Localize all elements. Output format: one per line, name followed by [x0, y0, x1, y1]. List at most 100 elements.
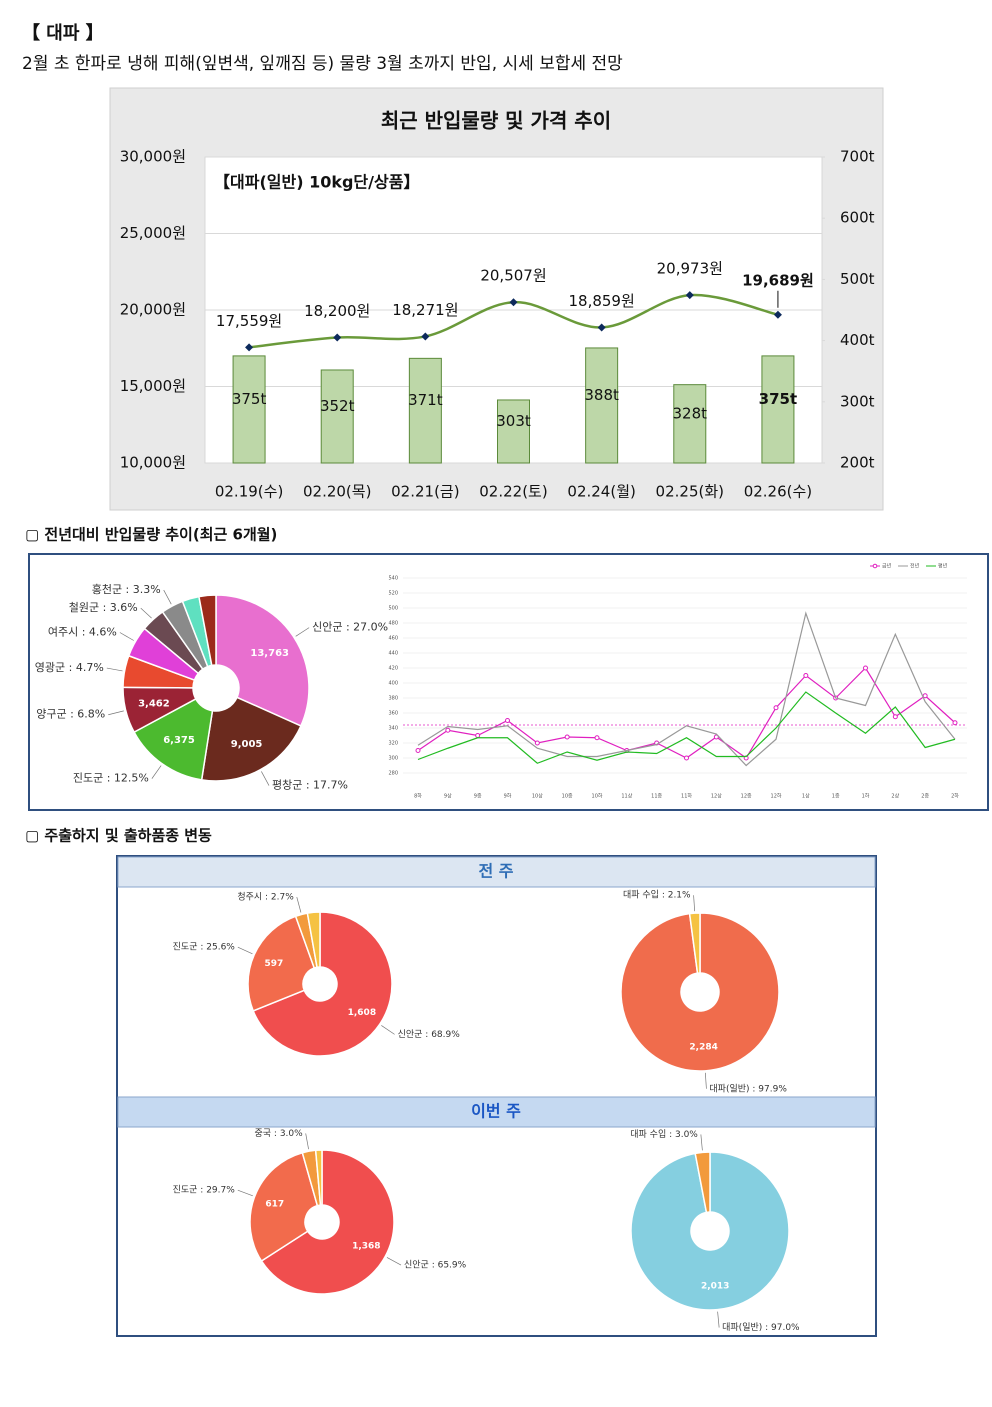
- slice-label: 신안군 : 27.0%: [312, 621, 388, 634]
- point-marker: [713, 734, 719, 740]
- y-tick-label: 10,000원: [120, 454, 186, 472]
- label-leader: [163, 589, 172, 605]
- point-marker: [952, 720, 958, 726]
- bar: [673, 384, 707, 464]
- bar-label: 388t: [584, 386, 619, 404]
- point-marker: [534, 740, 540, 746]
- slice-count: 1,368: [352, 1242, 380, 1252]
- y2-tick-label: 600t: [840, 209, 875, 227]
- x-tick-label: 11상: [621, 793, 632, 800]
- point-label: 18,200원: [304, 302, 370, 320]
- pie-slice: [198, 594, 217, 667]
- slice-label: 진도군 : 25.6%: [173, 942, 236, 953]
- y2-tick-label: 300t: [840, 392, 875, 410]
- x-tick-label: 02.26(수): [744, 483, 812, 501]
- x-tick-label: 02.22(토): [479, 483, 547, 501]
- x-tick-label: 2상: [891, 793, 899, 800]
- slice-label: 대파 수입 : 2.1%: [623, 889, 691, 901]
- pie-slice: [252, 911, 393, 1057]
- x-tick-label: 9중: [474, 794, 482, 800]
- panel-title: 이번 주: [471, 1102, 521, 1121]
- point-label: 20,507원: [480, 267, 546, 285]
- point-marker: [773, 705, 779, 711]
- slice-count: 2,013: [701, 1281, 729, 1291]
- y-tick-label: 300: [388, 756, 398, 762]
- x-tick-label: 02.19(수): [215, 483, 283, 501]
- pie-slice: [215, 594, 310, 727]
- y2-tick-label: 700t: [840, 148, 875, 166]
- label-leader: [140, 607, 152, 619]
- y-tick-label: 280: [388, 771, 398, 777]
- point-marker: [245, 343, 254, 352]
- x-tick-label: 02.24(월): [567, 483, 635, 501]
- slice-label: 영광군 : 4.7%: [35, 661, 104, 674]
- slice-label: 대파(일반) : 97.9%: [709, 1083, 787, 1094]
- section-heading: ▢ 전년대비 반입물량 추이(최근 6개월): [25, 526, 277, 544]
- point-marker: [892, 714, 898, 720]
- legend-marker: [872, 563, 878, 569]
- y-tick-label: 320: [388, 741, 398, 747]
- bar-label: 371t: [408, 391, 443, 409]
- pie-slice: [688, 912, 701, 975]
- point-marker: [415, 748, 421, 753]
- y-tick-label: 520: [388, 591, 398, 597]
- point-label: 18,859원: [568, 292, 634, 310]
- bar: [320, 369, 354, 464]
- y2-tick-label: 500t: [840, 270, 875, 288]
- x-tick-label: 02.25(화): [656, 483, 724, 501]
- point-label: 17,559원: [216, 312, 282, 330]
- label-leader: [296, 896, 302, 913]
- pie-slice: [314, 1149, 323, 1206]
- y2-tick-label: 400t: [840, 331, 875, 349]
- x-tick-label: 10중: [562, 794, 573, 800]
- x-tick-label: 12하: [771, 793, 782, 800]
- slice-count: 617: [265, 1200, 284, 1210]
- slice-count: 2,284: [689, 1042, 717, 1052]
- legend-label: 평년: [938, 563, 948, 570]
- x-tick-label: 02.20(목): [303, 483, 371, 501]
- point-marker: [773, 310, 782, 319]
- y-tick-label: 480: [388, 621, 398, 627]
- y-tick-label: 540: [388, 576, 398, 582]
- legend-label: 전년: [910, 563, 920, 570]
- slice-label: 평창군 : 17.7%: [272, 779, 348, 792]
- slice-label: 청주시 : 2.7%: [237, 892, 294, 903]
- pie-slice: [247, 915, 316, 1012]
- point-marker: [684, 755, 689, 761]
- point-marker: [564, 734, 570, 740]
- y-tick-label: 380: [388, 696, 398, 702]
- slice-count: 597: [265, 959, 284, 969]
- slice-count: 9,005: [231, 739, 263, 750]
- label-leader: [237, 1189, 253, 1197]
- point-marker: [505, 718, 510, 723]
- x-tick-label: 10하: [592, 793, 603, 800]
- pie-slice: [694, 1151, 711, 1214]
- panel-title: 전 주: [478, 862, 513, 881]
- chart-subtitle: 【대파(일반) 10kg단/상품】: [214, 173, 419, 192]
- slice-label: 철원군 : 3.6%: [69, 601, 138, 614]
- panel-header: [117, 856, 876, 888]
- slice-label: 대파 수입 : 3.0%: [630, 1128, 698, 1140]
- slice-label: 신안군 : 68.9%: [398, 1029, 461, 1040]
- slice-label: 진도군 : 29.7%: [173, 1185, 236, 1196]
- x-tick-label: 11하: [681, 793, 692, 800]
- label-leader: [119, 632, 134, 641]
- slice-label: 양구군 : 6.8%: [36, 708, 105, 721]
- pie-slice: [200, 696, 302, 782]
- bar: [585, 347, 619, 464]
- pie-slice: [260, 1149, 395, 1295]
- point-label: 19,689원: [742, 271, 814, 289]
- x-tick-label: 8하: [414, 793, 422, 800]
- pie-slice: [133, 697, 214, 781]
- point-marker: [445, 727, 451, 733]
- x-tick-label: 12상: [711, 793, 722, 800]
- y-tick-label: 500: [388, 606, 398, 612]
- y-tick-label: 420: [388, 666, 398, 672]
- x-tick-label: 11중: [651, 794, 662, 800]
- pie-slice: [630, 1151, 790, 1311]
- point-marker: [421, 332, 430, 341]
- pie-slice: [306, 911, 321, 969]
- point-label: 20,973원: [657, 260, 723, 278]
